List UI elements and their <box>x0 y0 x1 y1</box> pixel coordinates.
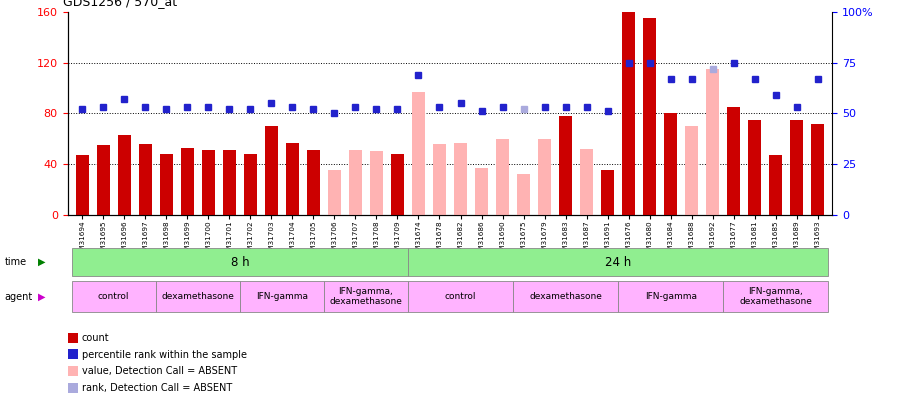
Bar <box>580 149 593 215</box>
Text: IFN-gamma,
dexamethasone: IFN-gamma, dexamethasone <box>329 287 402 306</box>
Bar <box>202 150 214 215</box>
Bar <box>770 155 782 215</box>
Bar <box>664 113 677 215</box>
Bar <box>392 154 404 215</box>
Bar <box>475 168 488 215</box>
Bar <box>513 281 618 313</box>
Bar <box>286 143 299 215</box>
Bar <box>239 281 324 313</box>
Bar <box>812 124 824 215</box>
Bar <box>496 139 508 215</box>
Bar <box>72 248 408 276</box>
Text: control: control <box>98 292 130 301</box>
Bar <box>408 281 513 313</box>
Bar <box>433 144 446 215</box>
Bar <box>118 135 130 215</box>
Text: count: count <box>82 333 110 343</box>
Text: dexamethasone: dexamethasone <box>161 292 234 301</box>
Bar <box>559 116 572 215</box>
Text: control: control <box>445 292 476 301</box>
Bar <box>97 145 110 215</box>
Bar <box>727 107 740 215</box>
Text: rank, Detection Call = ABSENT: rank, Detection Call = ABSENT <box>82 383 232 393</box>
Bar <box>370 151 382 215</box>
Bar <box>724 281 828 313</box>
Text: time: time <box>4 257 27 267</box>
Bar <box>408 248 828 276</box>
Bar <box>156 281 239 313</box>
Bar <box>518 174 530 215</box>
Bar <box>454 143 467 215</box>
Bar <box>307 150 320 215</box>
Bar <box>412 92 425 215</box>
Text: 8 h: 8 h <box>230 256 249 269</box>
Text: ▶: ▶ <box>38 257 45 267</box>
Text: value, Detection Call = ABSENT: value, Detection Call = ABSENT <box>82 366 237 376</box>
Text: agent: agent <box>4 292 32 302</box>
Bar <box>686 126 698 215</box>
Text: IFN-gamma: IFN-gamma <box>256 292 308 301</box>
Text: 24 h: 24 h <box>605 256 631 269</box>
Bar <box>349 150 362 215</box>
Bar <box>538 139 551 215</box>
Bar <box>706 69 719 215</box>
Bar <box>622 12 634 215</box>
Text: IFN-gamma,
dexamethasone: IFN-gamma, dexamethasone <box>739 287 812 306</box>
Text: ▶: ▶ <box>38 292 45 302</box>
Bar <box>328 171 341 215</box>
Text: dexamethasone: dexamethasone <box>529 292 602 301</box>
Text: GDS1256 / 570_at: GDS1256 / 570_at <box>63 0 177 8</box>
Bar <box>72 281 156 313</box>
Bar <box>749 120 761 215</box>
Bar <box>324 281 408 313</box>
Bar <box>223 150 236 215</box>
Bar <box>790 120 803 215</box>
Bar <box>601 171 614 215</box>
Bar <box>244 154 256 215</box>
Bar <box>76 155 88 215</box>
Text: percentile rank within the sample: percentile rank within the sample <box>82 350 247 360</box>
Bar <box>644 19 656 215</box>
Bar <box>139 144 151 215</box>
Bar <box>181 147 194 215</box>
Bar <box>266 126 278 215</box>
Bar <box>160 154 173 215</box>
Text: IFN-gamma: IFN-gamma <box>644 292 697 301</box>
Bar <box>618 281 724 313</box>
